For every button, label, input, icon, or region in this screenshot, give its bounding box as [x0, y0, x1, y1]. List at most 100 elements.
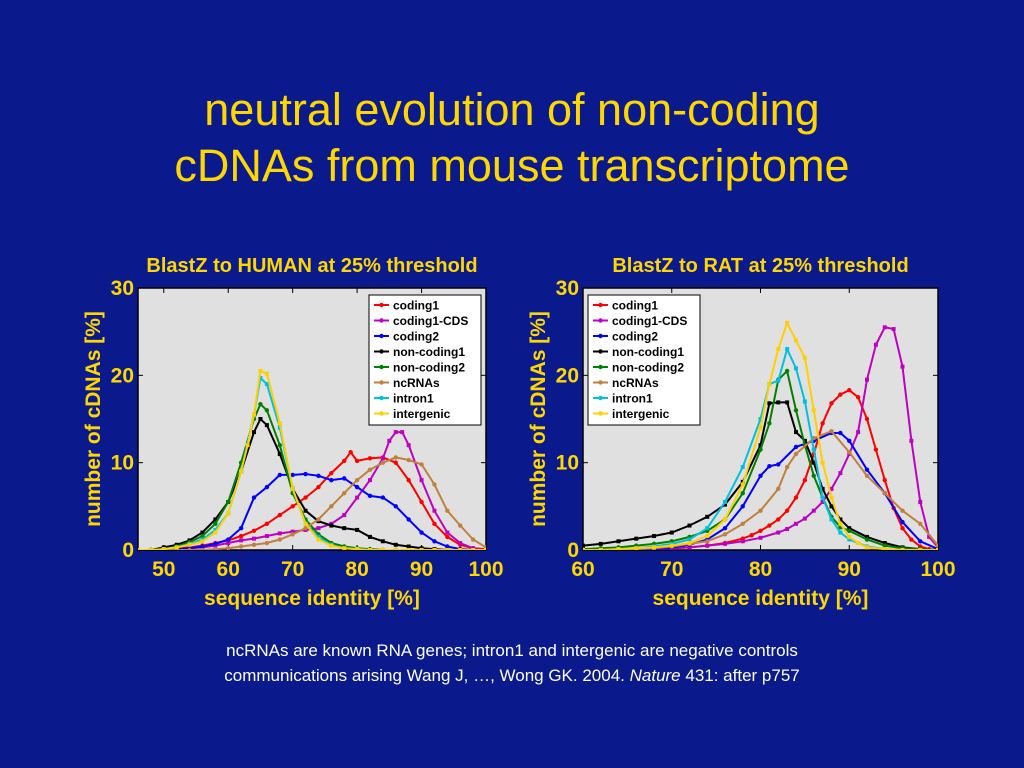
data-point: [740, 521, 745, 526]
data-point: [758, 447, 763, 452]
chart-rat: BlastZ to RAT at 25% threshold 0 10 20 30 60 7…: [527, 255, 956, 610]
data-point: [393, 542, 398, 547]
legend-item-coding2: coding2: [374, 330, 439, 344]
data-point: [445, 534, 450, 540]
data-point: [598, 548, 603, 550]
data-point: [838, 521, 843, 526]
data-point: [723, 541, 727, 546]
series-line: [583, 401, 938, 550]
data-point: [316, 484, 321, 490]
data-point: [303, 471, 308, 477]
data-point: [393, 504, 398, 509]
data-point: [367, 456, 373, 461]
x-tick-label: 70: [660, 558, 683, 581]
data-point: [740, 465, 745, 470]
data-point: [829, 429, 834, 434]
data-point: [918, 499, 923, 504]
series-intergenic: [583, 320, 938, 550]
y-axis-label: number of cDNAs [%]: [527, 311, 550, 527]
data-point: [723, 517, 727, 522]
data-point: [213, 517, 218, 522]
y-tick-label: 10: [111, 452, 134, 475]
data-point: [847, 526, 852, 531]
data-point: [252, 430, 256, 435]
data-point: [329, 470, 334, 476]
series-line: [138, 369, 486, 550]
legend-marker: [379, 333, 384, 339]
data-point: [820, 486, 825, 491]
data-point: [793, 451, 799, 457]
legend-marker: [379, 302, 384, 308]
series-line: [583, 369, 938, 550]
data-point: [864, 537, 870, 542]
legend-label: non-coding1: [612, 345, 684, 359]
x-axis-label: sequence identity [%]: [653, 587, 869, 610]
data-point: [419, 499, 424, 505]
legend-label: intron1: [393, 392, 434, 406]
legend-marker: [379, 318, 384, 323]
data-point: [909, 438, 914, 443]
data-point: [387, 438, 392, 443]
data-point: [316, 517, 321, 522]
data-point: [393, 455, 398, 460]
caption: ncRNAs are known RNA genes; intron1 and …: [0, 638, 1024, 688]
y-axis-label: number of cDNAs [%]: [82, 311, 105, 527]
data-point: [406, 477, 411, 483]
data-point: [634, 546, 639, 550]
legend-item-coding1-cds: coding1-CDS: [593, 314, 687, 328]
data-point: [705, 534, 710, 539]
data-point: [342, 546, 347, 550]
data-point: [400, 430, 405, 435]
data-point: [355, 527, 360, 532]
data-point: [368, 548, 372, 550]
legend-label: coding1: [612, 299, 658, 313]
data-point: [393, 430, 398, 435]
legend-item-non-coding2: non-coding2: [593, 361, 684, 375]
data-point: [864, 473, 870, 478]
data-point: [367, 467, 373, 472]
data-point: [354, 477, 360, 483]
data-point: [669, 543, 674, 548]
data-point: [882, 477, 887, 483]
series-intergenic: [138, 368, 486, 550]
y-tick-label: 0: [567, 539, 579, 562]
data-point: [723, 499, 727, 504]
data-point: [918, 521, 923, 526]
data-point: [380, 456, 385, 461]
data-point: [264, 540, 270, 546]
data-point: [380, 460, 386, 465]
data-point: [251, 542, 257, 547]
data-point: [316, 537, 321, 542]
data-point: [652, 545, 656, 550]
data-point: [342, 476, 347, 481]
x-axis-label: sequence identity [%]: [204, 587, 420, 610]
slide-title-line-2: cDNAs from mouse transcriptome: [174, 140, 850, 191]
data-point: [290, 486, 295, 491]
legend-item-non-coding1: non-coding1: [374, 345, 465, 359]
data-point: [213, 546, 218, 550]
data-point: [200, 530, 205, 535]
data-point: [329, 477, 334, 483]
data-point: [687, 541, 692, 546]
data-point: [316, 473, 321, 478]
data-point: [820, 499, 825, 504]
data-point: [348, 449, 353, 455]
data-point: [187, 547, 192, 550]
data-point: [226, 537, 231, 542]
x-tick-label: 50: [152, 558, 175, 581]
data-point: [239, 469, 244, 474]
caption-line-2: communications arising Wang J, …, Wong G…: [0, 663, 1024, 688]
data-point: [794, 430, 798, 435]
legend-marker: [379, 364, 384, 370]
caption-citation: communications arising Wang J, …, Wong G…: [224, 666, 630, 685]
chart-human: BlastZ to HUMAN at 25% threshold 0 10 20 30 5…: [82, 255, 504, 610]
data-point: [419, 548, 424, 550]
x-tick-label: 90: [838, 558, 861, 581]
legend-label: coding1-CDS: [612, 314, 687, 328]
data-point: [252, 412, 256, 417]
data-point: [264, 382, 269, 387]
x-tick-label: 70: [281, 558, 304, 581]
data-point: [758, 535, 763, 540]
data-point: [342, 458, 347, 464]
legend-item-coding2: coding2: [593, 330, 658, 344]
